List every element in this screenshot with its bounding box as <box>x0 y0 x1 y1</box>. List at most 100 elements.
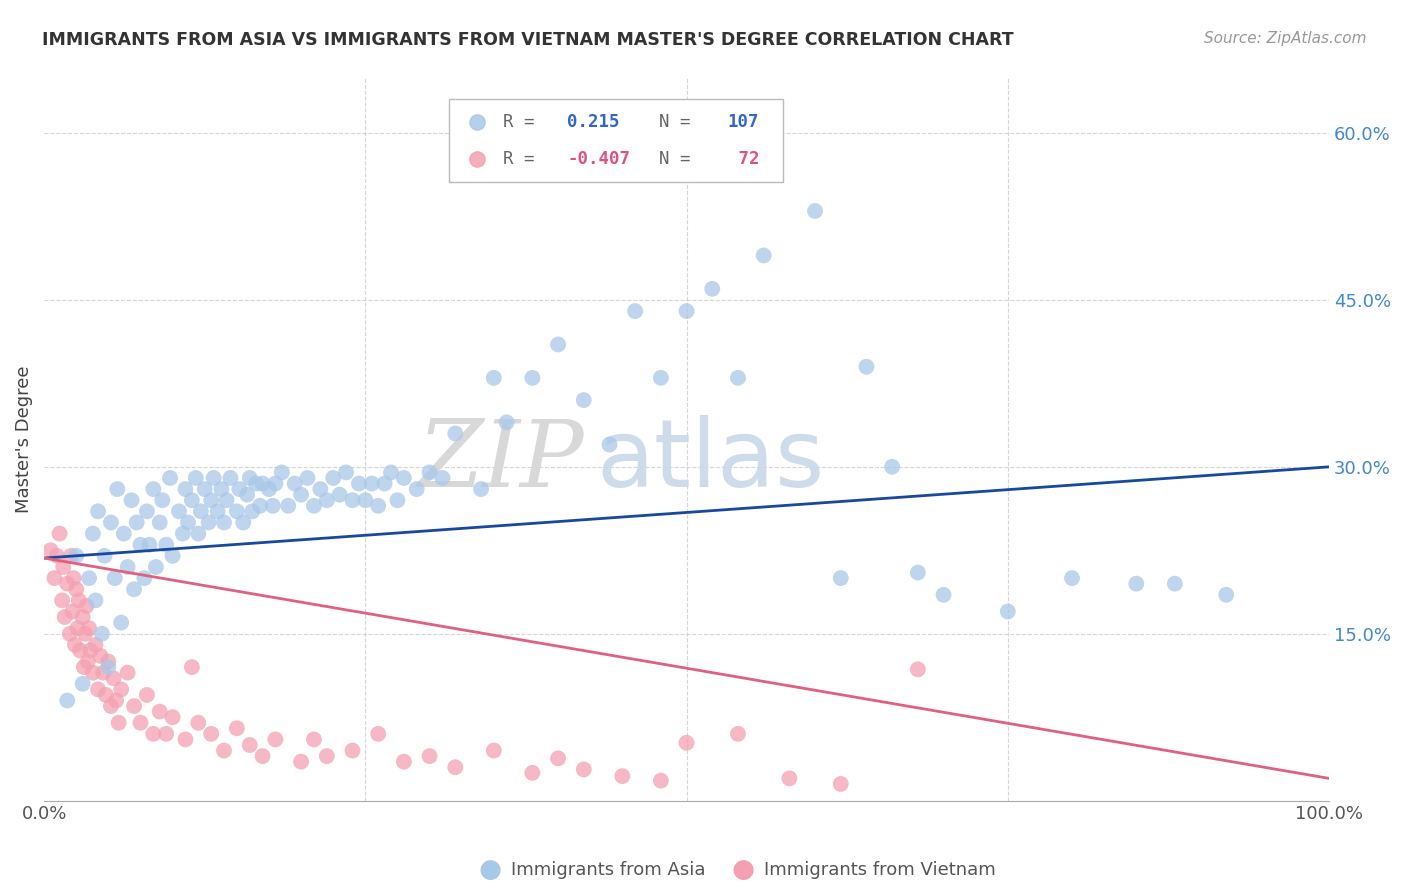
Point <box>309 482 332 496</box>
Point <box>470 482 492 496</box>
Point <box>297 471 319 485</box>
Text: IMMIGRANTS FROM ASIA VS IMMIGRANTS FROM VIETNAM MASTER'S DEGREE CORRELATION CHAR: IMMIGRANTS FROM ASIA VS IMMIGRANTS FROM … <box>42 31 1014 49</box>
Point <box>121 493 143 508</box>
Point <box>46 549 69 563</box>
Text: ZIP: ZIP <box>418 416 583 506</box>
Text: -0.407: -0.407 <box>567 150 630 168</box>
Point <box>264 732 287 747</box>
Point <box>107 715 129 730</box>
Point <box>547 751 569 765</box>
Point <box>142 482 165 496</box>
Point <box>63 638 86 652</box>
Point <box>387 493 409 508</box>
Point <box>59 626 82 640</box>
Point <box>87 504 110 518</box>
Point <box>194 482 217 496</box>
Point <box>77 571 100 585</box>
Point <box>76 599 98 613</box>
Point <box>240 504 263 518</box>
FancyBboxPatch shape <box>449 99 783 182</box>
Point <box>60 549 83 563</box>
Point <box>77 621 100 635</box>
Point <box>444 426 467 441</box>
Point <box>177 516 200 530</box>
Point <box>129 715 152 730</box>
Text: 107: 107 <box>728 113 759 131</box>
Point <box>100 699 122 714</box>
Text: N =: N = <box>638 113 700 131</box>
Point <box>650 371 672 385</box>
Point <box>264 476 287 491</box>
Point <box>347 476 370 491</box>
Point <box>804 203 827 218</box>
Point <box>302 732 325 747</box>
Point <box>184 471 207 485</box>
Point <box>257 482 280 496</box>
Point <box>100 516 122 530</box>
Point <box>72 610 94 624</box>
Text: R =: R = <box>503 113 544 131</box>
Point <box>167 504 190 518</box>
Point <box>322 471 344 485</box>
Point <box>129 538 152 552</box>
Point <box>65 549 87 563</box>
Point <box>342 743 364 757</box>
Point <box>335 466 357 480</box>
Point <box>232 516 254 530</box>
Point <box>228 482 250 496</box>
Point <box>200 493 222 508</box>
Point <box>547 337 569 351</box>
Point <box>997 605 1019 619</box>
Point <box>212 516 235 530</box>
Text: Immigrants from Asia: Immigrants from Asia <box>510 861 706 879</box>
Point <box>65 582 87 597</box>
Point <box>134 571 156 585</box>
Point <box>149 516 172 530</box>
Point <box>53 610 76 624</box>
Point <box>612 769 634 783</box>
Point <box>727 727 749 741</box>
Point <box>702 282 724 296</box>
Point <box>48 526 70 541</box>
Point <box>252 476 274 491</box>
Text: Immigrants from Vietnam: Immigrants from Vietnam <box>763 861 995 879</box>
Point <box>202 471 225 485</box>
Point <box>367 727 389 741</box>
Point <box>155 538 177 552</box>
Point <box>236 488 259 502</box>
Point <box>82 526 104 541</box>
Point <box>187 526 209 541</box>
Point <box>495 415 517 429</box>
Point <box>624 304 647 318</box>
Point <box>354 493 377 508</box>
Point <box>104 571 127 585</box>
Point <box>882 459 904 474</box>
Point <box>159 471 181 485</box>
Point <box>56 576 79 591</box>
Point <box>778 772 800 786</box>
Text: atlas: atlas <box>596 415 825 507</box>
Point <box>392 471 415 485</box>
Point <box>150 493 173 508</box>
Point <box>90 626 112 640</box>
Point <box>675 304 697 318</box>
Point <box>117 560 139 574</box>
Point <box>572 763 595 777</box>
Text: N =: N = <box>638 150 700 168</box>
Point <box>105 693 128 707</box>
Point <box>830 571 852 585</box>
Point <box>290 488 312 502</box>
Point <box>51 593 73 607</box>
Point <box>72 677 94 691</box>
Point <box>135 688 157 702</box>
Point <box>79 643 101 657</box>
Point <box>44 571 66 585</box>
Point <box>62 571 84 585</box>
Point <box>374 476 396 491</box>
Point <box>329 488 352 502</box>
Point <box>73 660 96 674</box>
Point <box>1125 576 1147 591</box>
Point <box>105 482 128 496</box>
Point <box>650 773 672 788</box>
Point <box>52 560 75 574</box>
